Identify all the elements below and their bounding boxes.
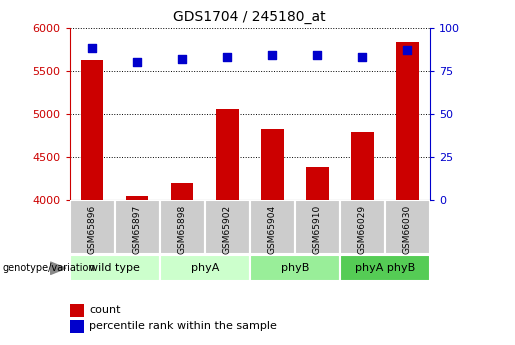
FancyBboxPatch shape — [385, 200, 430, 254]
Bar — [396, 42, 419, 200]
Text: GSM65910: GSM65910 — [313, 204, 322, 254]
Point — [358, 54, 367, 60]
FancyBboxPatch shape — [70, 200, 114, 254]
Text: genotype/variation: genotype/variation — [3, 264, 95, 273]
Bar — [81, 60, 104, 200]
Bar — [306, 167, 329, 200]
Bar — [261, 129, 284, 200]
FancyBboxPatch shape — [205, 200, 250, 254]
Text: GSM65902: GSM65902 — [223, 204, 232, 254]
Bar — [171, 183, 194, 200]
Point — [313, 52, 321, 58]
Bar — [351, 132, 374, 200]
FancyBboxPatch shape — [295, 200, 340, 254]
Text: GSM66029: GSM66029 — [358, 204, 367, 254]
Text: GSM66030: GSM66030 — [403, 204, 412, 254]
FancyBboxPatch shape — [160, 200, 205, 254]
Text: GSM65896: GSM65896 — [88, 204, 96, 254]
Bar — [160, 255, 250, 281]
FancyBboxPatch shape — [250, 200, 295, 254]
Bar — [216, 109, 238, 200]
Point — [403, 47, 411, 53]
Text: phyB: phyB — [281, 263, 309, 273]
Bar — [70, 304, 84, 317]
Text: GSM65904: GSM65904 — [268, 204, 277, 254]
FancyBboxPatch shape — [114, 200, 160, 254]
Text: phyA phyB: phyA phyB — [355, 263, 415, 273]
Point — [178, 56, 186, 61]
Text: percentile rank within the sample: percentile rank within the sample — [90, 322, 277, 331]
Point — [88, 46, 96, 51]
Bar — [340, 255, 430, 281]
Point — [133, 59, 141, 65]
Point — [223, 54, 231, 60]
Title: GDS1704 / 245180_at: GDS1704 / 245180_at — [174, 10, 326, 24]
Text: wild type: wild type — [89, 263, 140, 273]
Text: GSM65898: GSM65898 — [178, 204, 186, 254]
FancyBboxPatch shape — [340, 200, 385, 254]
Bar — [70, 255, 160, 281]
Bar — [126, 196, 148, 200]
Polygon shape — [50, 262, 66, 275]
Text: count: count — [90, 305, 121, 315]
Bar — [250, 255, 340, 281]
Text: GSM65897: GSM65897 — [133, 204, 142, 254]
Bar — [70, 320, 84, 333]
Point — [268, 52, 277, 58]
Text: phyA: phyA — [191, 263, 219, 273]
